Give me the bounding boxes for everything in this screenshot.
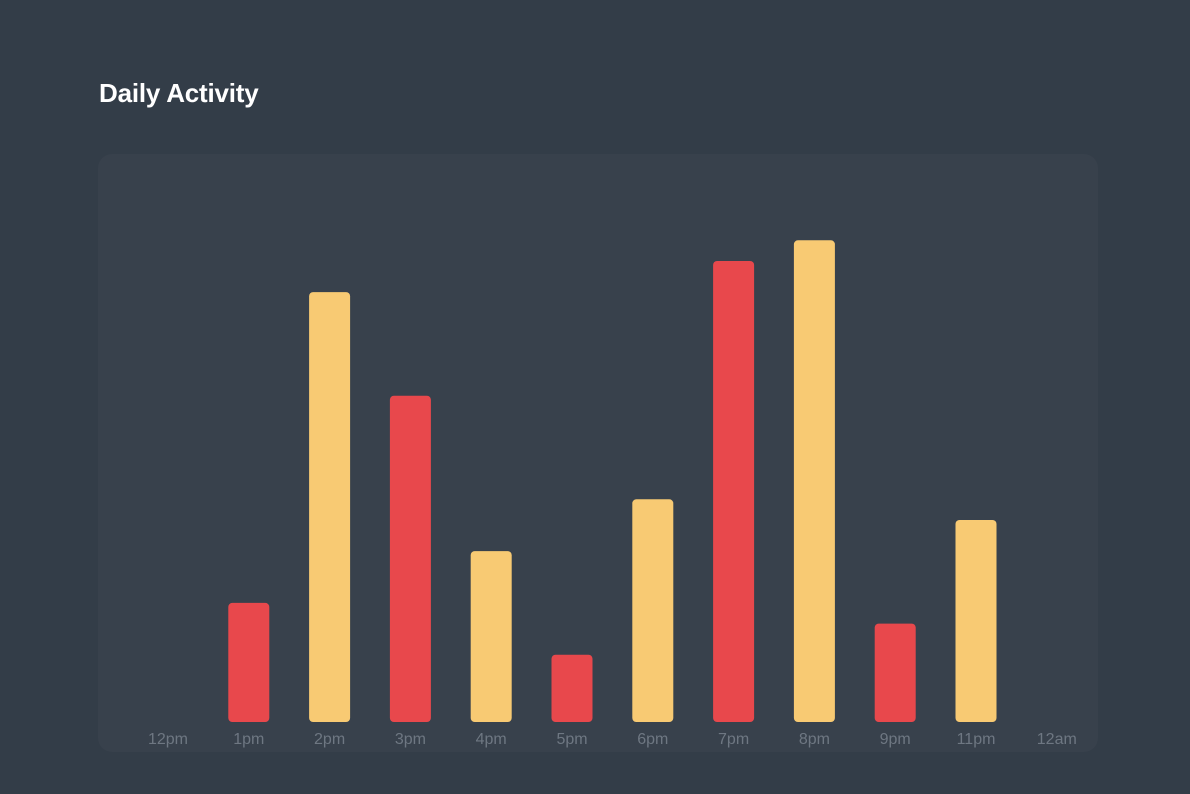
x-tick-label: 12pm bbox=[148, 731, 188, 748]
bar-11pm bbox=[955, 520, 997, 722]
x-tick-label: 7pm bbox=[718, 731, 749, 748]
bar-8pm bbox=[793, 240, 835, 723]
bar-chart: 12pm 1pm 2pm 3pm 4pm 5pm 6pm 7pm 8pm 9pm 11pm 12am bbox=[148, 240, 1077, 748]
x-tick-label: 8pm bbox=[799, 731, 830, 748]
chart-title: Daily Activity bbox=[99, 78, 259, 108]
bars-group bbox=[228, 240, 997, 723]
bar-4pm bbox=[470, 551, 512, 722]
bar-5pm bbox=[551, 654, 593, 722]
bar-6pm bbox=[632, 499, 674, 722]
bar-9pm bbox=[874, 623, 916, 722]
x-tick-label: 11pm bbox=[957, 731, 996, 748]
x-tick-label: 5pm bbox=[556, 731, 587, 748]
x-tick-label: 12am bbox=[1037, 731, 1077, 748]
bar-7pm bbox=[713, 261, 755, 722]
x-tick-label: 2pm bbox=[314, 731, 345, 748]
x-tick-label: 3pm bbox=[395, 731, 426, 748]
x-tick-label: 6pm bbox=[637, 731, 668, 748]
bar-3pm bbox=[389, 395, 431, 722]
bar-2pm bbox=[309, 292, 351, 722]
x-tick-label: 4pm bbox=[476, 731, 507, 748]
x-tick-label: 1pm bbox=[233, 731, 264, 748]
bar-1pm bbox=[228, 602, 270, 722]
x-axis-tick-labels: 12pm 1pm 2pm 3pm 4pm 5pm 6pm 7pm 8pm 9pm 11pm 12am bbox=[148, 731, 1077, 748]
x-tick-label: 9pm bbox=[880, 731, 911, 748]
chart-panel: 12pm 1pm 2pm 3pm 4pm 5pm 6pm 7pm 8pm 9pm 11pm 12am bbox=[98, 154, 1098, 752]
